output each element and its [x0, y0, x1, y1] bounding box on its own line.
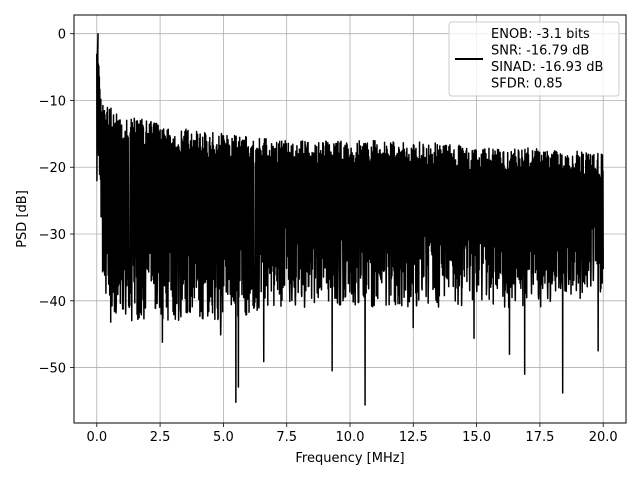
y-tick-label: −40 — [39, 295, 66, 310]
y-tick-label: −20 — [39, 161, 66, 176]
y-axis-label: PSD [dB] — [15, 190, 30, 248]
x-axis-label: Frequency [MHz] — [295, 451, 404, 466]
legend-sfdr: SFDR: 0.85 — [491, 77, 563, 92]
y-tick-label: −30 — [39, 228, 66, 243]
x-tick-label: 5.0 — [213, 430, 234, 445]
x-tick-label: 2.5 — [150, 430, 171, 445]
legend-box — [448, 21, 620, 97]
y-tick-label: 0 — [58, 28, 66, 43]
x-axis: 0.0 2.5 5.0 7.5 10.0 12.5 15.0 17.5 20.0 — [86, 423, 618, 445]
y-tick-label: −10 — [39, 94, 66, 109]
x-tick-label: 20.0 — [589, 430, 618, 445]
x-tick-label: 0.0 — [86, 430, 107, 445]
x-tick-label: 17.5 — [525, 430, 554, 445]
y-tick-label: −50 — [39, 362, 66, 377]
legend-snr: SNR: -16.79 dB — [491, 44, 589, 59]
legend-sinad: SINAD: -16.93 dB — [491, 60, 603, 75]
y-axis: 0 −10 −20 −30 −40 −50 — [39, 28, 74, 377]
x-tick-label: 15.0 — [462, 430, 491, 445]
legend-enob: ENOB: -3.1 bits — [491, 27, 590, 42]
x-tick-label: 10.0 — [336, 430, 365, 445]
series-layer — [96, 32, 604, 406]
x-tick-label: 7.5 — [276, 430, 297, 445]
legend: ENOB: -3.1 bits SNR: -16.79 dB SINAD: -1… — [448, 21, 620, 97]
x-tick-label: 12.5 — [399, 430, 428, 445]
psd-series-line — [96, 32, 604, 406]
